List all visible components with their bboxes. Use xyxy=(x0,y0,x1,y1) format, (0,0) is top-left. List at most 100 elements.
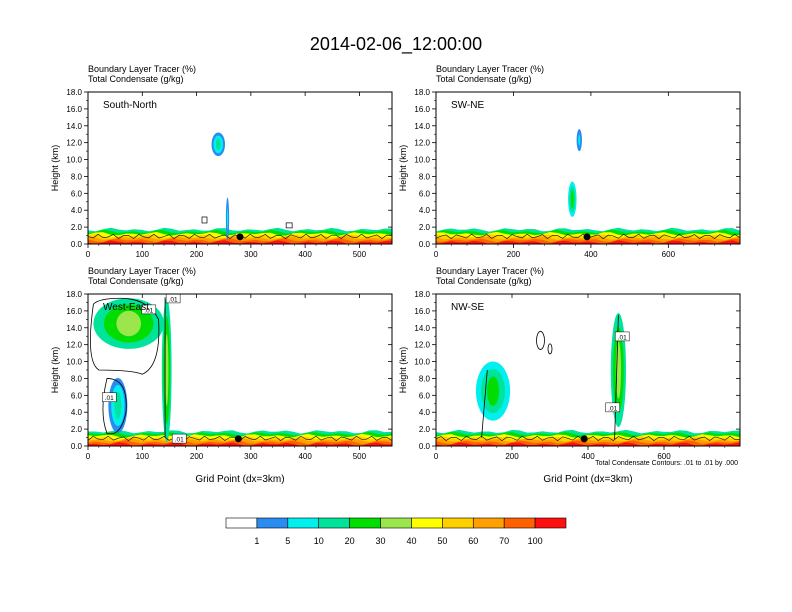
y-tick-label: 18.0 xyxy=(414,88,430,97)
colorbar-label: 40 xyxy=(406,536,416,546)
y-tick-label: 2.0 xyxy=(419,425,431,434)
contour-line xyxy=(547,343,553,355)
y-tick-label: 14.0 xyxy=(66,324,82,333)
y-tick-label: 6.0 xyxy=(419,189,431,198)
contour-label-box xyxy=(141,304,157,315)
panel-line2: Total Condensate (g/kg) xyxy=(436,276,532,286)
panel-line1: Boundary Layer Tracer (%) xyxy=(436,266,544,276)
plume-core xyxy=(226,208,229,230)
panels: Boundary Layer Tracer (%)Total Condensat… xyxy=(50,64,741,485)
colorbar-swatch xyxy=(349,517,381,529)
contour-label: .01 xyxy=(169,296,178,303)
colorbar-label: 60 xyxy=(468,536,478,546)
y-tick-label: 10.0 xyxy=(66,358,82,367)
panel-name: NW-SE xyxy=(451,302,484,313)
contour-line xyxy=(201,216,208,224)
boundary-layer-band xyxy=(436,240,740,245)
y-tick-label: 2.0 xyxy=(71,425,83,434)
boundary-layer-band xyxy=(88,240,392,244)
colorbar: 1 5 10 20 30 40 50 60 70 100 xyxy=(225,517,567,546)
boundary-layer-band xyxy=(88,442,392,447)
figure-title: 2014-02-06_12:00:00 xyxy=(310,34,482,55)
y-axis-label: Height (km) xyxy=(50,145,60,192)
colorbar-label: 1 xyxy=(254,536,259,546)
colorbar-label: 5 xyxy=(285,536,290,546)
contour-label-box xyxy=(102,392,117,402)
y-tick-label: 4.0 xyxy=(419,408,431,417)
panel-name: South-North xyxy=(103,100,157,111)
colorbar-label: 20 xyxy=(345,536,355,546)
y-tick-label: 18.0 xyxy=(414,290,430,299)
plume-core xyxy=(578,134,581,146)
y-tick-label: 12.0 xyxy=(414,341,430,350)
colorbar-swatch xyxy=(411,517,443,529)
contour-line xyxy=(285,222,293,229)
y-tick-label: 10.0 xyxy=(414,156,430,165)
colorbar-swatch xyxy=(287,517,320,529)
contour-label: .01 xyxy=(175,437,184,444)
y-tick-label: 18.0 xyxy=(66,290,82,299)
y-axis-label: Height (km) xyxy=(398,145,408,192)
y-tick-label: 8.0 xyxy=(71,374,83,383)
location-marker xyxy=(236,233,244,241)
contour-label-box xyxy=(614,331,630,342)
y-tick-label: 6.0 xyxy=(71,391,83,400)
contour-label: .01 xyxy=(144,307,153,314)
panel-south-north: Boundary Layer Tracer (%)Total Condensat… xyxy=(50,64,393,259)
x-tick-label: 200 xyxy=(190,452,204,461)
colorbar-swatch xyxy=(503,517,536,529)
contour-line xyxy=(90,297,160,375)
panel-line1: Boundary Layer Tracer (%) xyxy=(436,64,544,74)
y-tick-label: 0.0 xyxy=(419,240,431,249)
colorbar-swatch xyxy=(442,517,474,529)
colorbar-label: 70 xyxy=(499,536,509,546)
contour-footnote: Total Condensate Contours: .01 to .01 by… xyxy=(595,460,738,467)
x-tick-label: 200 xyxy=(190,250,204,259)
location-marker xyxy=(234,435,242,443)
y-tick-label: 6.0 xyxy=(419,391,431,400)
plume-core xyxy=(570,190,574,209)
boundary-layer-band xyxy=(436,442,740,446)
y-tick-label: 2.0 xyxy=(419,223,431,232)
contour-label-box xyxy=(171,433,187,444)
contour-label: .01 xyxy=(105,395,114,402)
y-tick-label: 2.0 xyxy=(71,223,83,232)
x-tick-label: 200 xyxy=(505,452,519,461)
y-tick-label: 4.0 xyxy=(71,408,83,417)
x-tick-label: 300 xyxy=(244,250,258,259)
colorbar-swatch xyxy=(472,517,505,529)
x-tick-label: 0 xyxy=(434,250,439,259)
y-tick-label: 8.0 xyxy=(419,374,431,383)
x-tick-label: 400 xyxy=(298,250,312,259)
y-tick-label: 12.0 xyxy=(66,139,82,148)
y-tick-label: 4.0 xyxy=(419,206,431,215)
y-tick-label: 8.0 xyxy=(419,172,431,181)
panel-name: West-East xyxy=(103,302,149,313)
x-tick-label: 500 xyxy=(353,452,367,461)
colorbar-swatch xyxy=(534,517,567,529)
x-tick-label: 100 xyxy=(136,250,150,259)
y-tick-label: 16.0 xyxy=(414,307,430,316)
y-tick-label: 14.0 xyxy=(414,324,430,333)
x-tick-label: 400 xyxy=(581,452,595,461)
x-tick-label: 200 xyxy=(507,250,521,259)
panel-line2: Total Condensate (g/kg) xyxy=(88,276,184,286)
plot-area xyxy=(88,92,392,244)
contour-line xyxy=(536,331,545,350)
y-tick-label: 14.0 xyxy=(66,122,82,131)
panel-name: SW-NE xyxy=(451,100,484,111)
y-tick-label: 14.0 xyxy=(414,122,430,131)
x-tick-label: 100 xyxy=(136,452,150,461)
y-tick-label: 10.0 xyxy=(66,156,82,165)
contour-line xyxy=(102,378,127,435)
y-tick-label: 4.0 xyxy=(71,206,83,215)
y-tick-label: 16.0 xyxy=(414,105,430,114)
x-tick-label: 0 xyxy=(86,452,91,461)
x-tick-label: 400 xyxy=(584,250,598,259)
panel-line1: Boundary Layer Tracer (%) xyxy=(88,64,196,74)
y-tick-label: 12.0 xyxy=(414,139,430,148)
colorbar-label: 10 xyxy=(314,536,324,546)
panel-sw-ne: Boundary Layer Tracer (%)Total Condensat… xyxy=(398,64,741,259)
panel-west-east: Boundary Layer Tracer (%)Total Condensat… xyxy=(50,266,393,485)
colorbar-swatch xyxy=(225,517,258,529)
